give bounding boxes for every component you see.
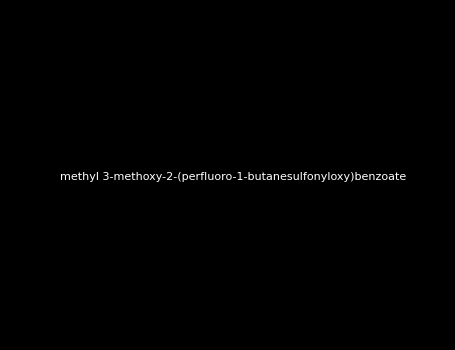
Text: methyl 3-methoxy-2-(perfluoro-1-butanesulfonyloxy)benzoate: methyl 3-methoxy-2-(perfluoro-1-butanesu… [60, 172, 406, 182]
